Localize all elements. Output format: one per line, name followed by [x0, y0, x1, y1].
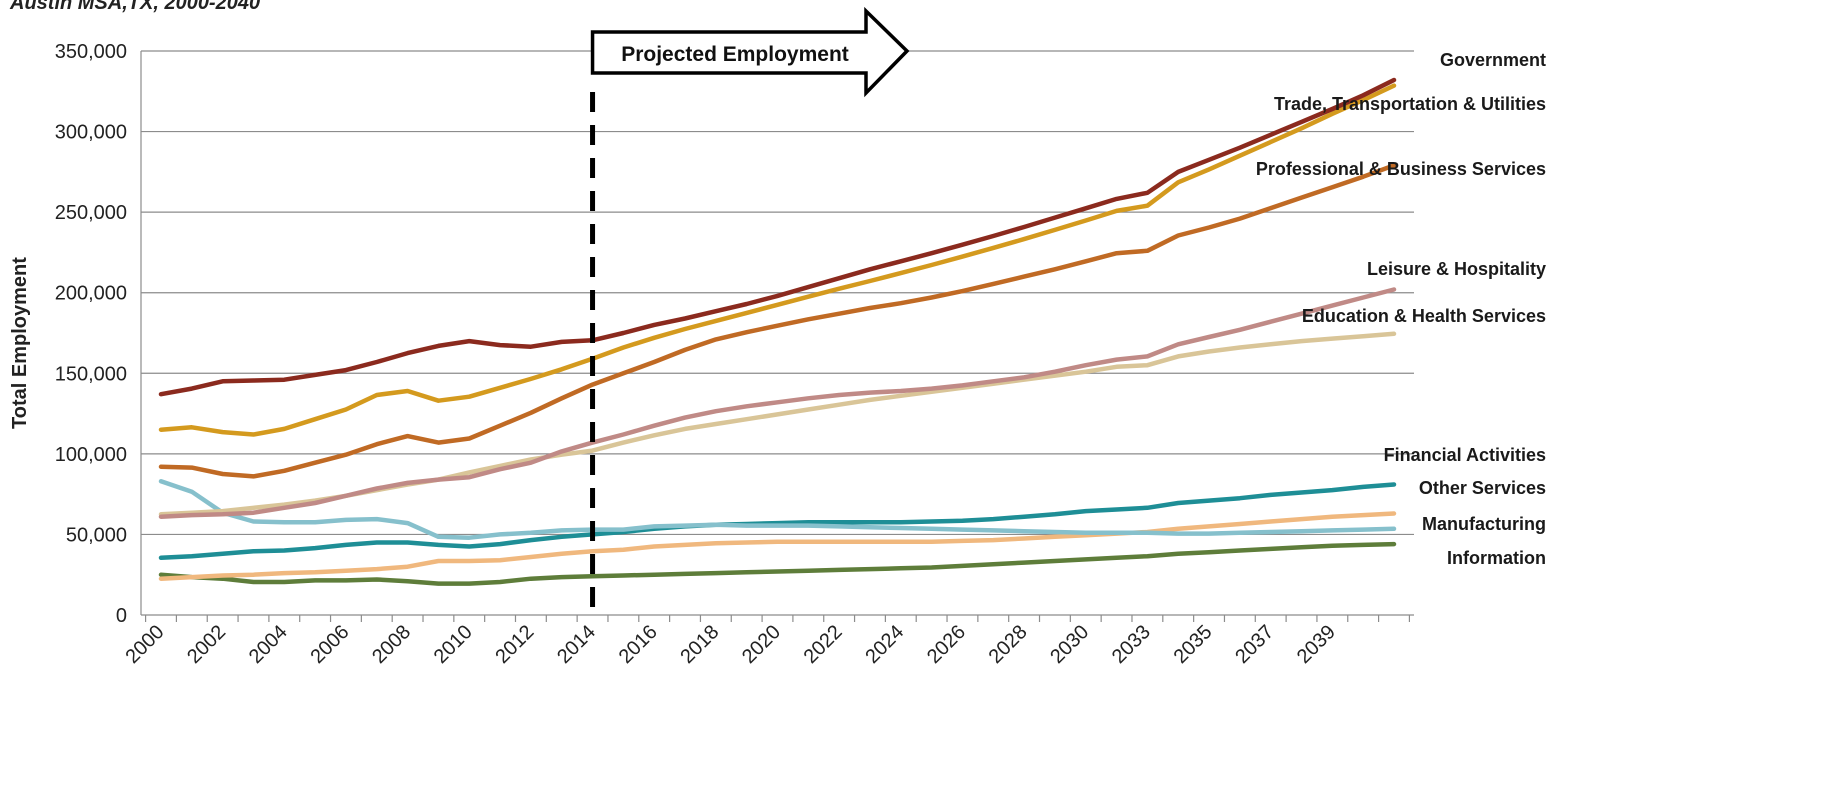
- y-tick-label: 200,000: [55, 283, 127, 305]
- x-tick-label: 2000: [122, 621, 169, 668]
- y-tick-label: 100,000: [55, 444, 127, 466]
- series-line: [158, 479, 1397, 540]
- y-tick-label: 350,000: [55, 41, 127, 63]
- series-label: Education & Health Services: [1302, 306, 1546, 326]
- projection-annotation: Projected Employment: [590, 6, 910, 615]
- y-tick-label: 50,000: [66, 524, 127, 546]
- x-tick-label: 2037: [1231, 621, 1278, 668]
- x-tick-label: 2026: [923, 621, 970, 668]
- y-tick-label: 150,000: [55, 363, 127, 385]
- x-tick-label: 2030: [1046, 621, 1093, 668]
- x-tick-label: 2006: [306, 621, 353, 668]
- series-label: Leisure & Hospitality: [1367, 259, 1546, 279]
- series-line: [158, 482, 1397, 561]
- x-tick-label: 2018: [676, 621, 723, 668]
- series-line: [158, 287, 1397, 519]
- x-tick-label: 2033: [1108, 621, 1155, 668]
- x-tick-label: 2002: [183, 621, 230, 668]
- x-tick-label: 2020: [738, 621, 785, 668]
- x-tick-label: 2010: [430, 621, 477, 668]
- series-line: [158, 163, 1397, 479]
- x-tick-label: 2039: [1293, 621, 1340, 668]
- x-tick-label: 2008: [368, 621, 415, 668]
- y-tick-label: 300,000: [55, 122, 127, 144]
- series-label: Manufacturing: [1422, 514, 1546, 534]
- series-line: [158, 331, 1397, 517]
- x-tick-label: 2012: [491, 621, 538, 668]
- x-tick-label: 2028: [985, 621, 1032, 668]
- x-tick-label: 2004: [245, 621, 292, 668]
- x-tick-label: 2022: [800, 621, 847, 668]
- y-tick-label: 0: [116, 605, 127, 627]
- projection-arrow: [590, 6, 910, 98]
- series-label: Information: [1447, 548, 1546, 568]
- x-tick-label: 2035: [1170, 621, 1217, 668]
- gridlines: [141, 50, 1414, 536]
- x-tick-label: 2014: [553, 621, 600, 668]
- chart-subtitle: Austin MSA,TX, 2000-2040: [10, 0, 261, 14]
- series-line: [158, 77, 1397, 397]
- y-axis-title: Total Employment: [9, 257, 31, 429]
- series-label: Professional & Business Services: [1256, 159, 1546, 179]
- x-tick-label: 2024: [861, 621, 908, 668]
- series-label: Other Services: [1419, 478, 1546, 498]
- series-labels: Government Trade, Transportation & Utilit…: [1256, 50, 1546, 568]
- series-line: [158, 541, 1397, 586]
- series-line: [158, 511, 1397, 581]
- y-tick-label: 250,000: [55, 202, 127, 224]
- series-label: Trade, Transportation & Utilities: [1274, 94, 1546, 114]
- series-label: Government: [1440, 50, 1546, 70]
- series-line: [158, 83, 1397, 437]
- series-label: Financial Activities: [1384, 445, 1546, 465]
- x-tick-label: 2016: [615, 621, 662, 668]
- series-lines: [158, 77, 1397, 586]
- projection-arrow-label: Projected Employment: [621, 43, 849, 66]
